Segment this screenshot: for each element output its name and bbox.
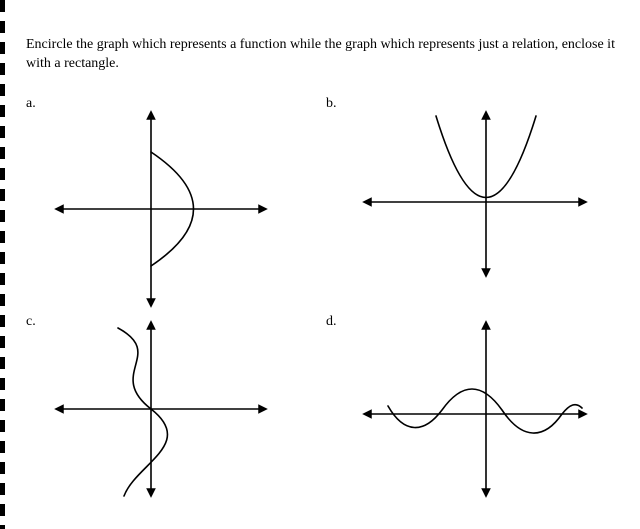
label-d: d. [326,314,337,330]
graph-a-svg [46,104,276,314]
instruction-text: Encircle the graph which represents a fu… [26,36,626,74]
graph-b-svg [346,104,596,284]
label-c: c. [26,314,36,330]
graph-c-svg [46,314,276,504]
label-a: a. [26,96,36,112]
label-b: b. [326,96,337,112]
graph-c [46,314,276,504]
graph-b [346,104,596,284]
graph-d-svg [346,314,596,504]
left-dash-border [0,0,5,529]
graph-a [46,104,276,314]
graph-d [346,314,596,504]
